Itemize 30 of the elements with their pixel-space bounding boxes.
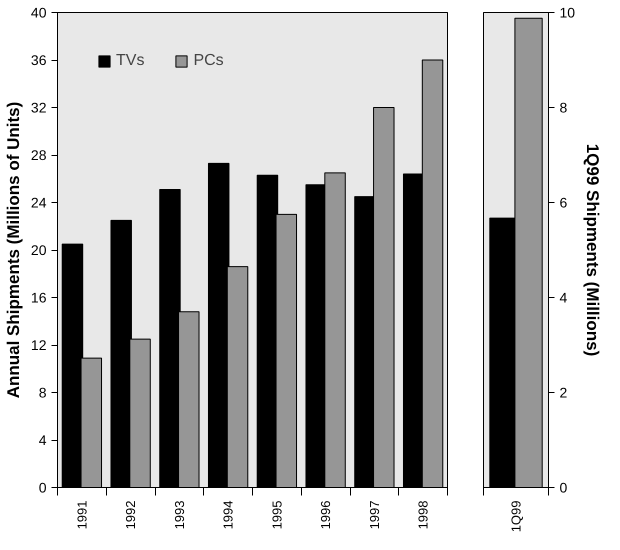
y-tick-label: 12 — [30, 337, 47, 353]
y-tick-label: 24 — [30, 194, 47, 210]
y-tick-label: 4 — [560, 290, 568, 306]
legend-label: TVs — [116, 52, 144, 70]
y-tick-label: 2 — [560, 384, 568, 400]
y-tick-label: 8 — [560, 100, 568, 116]
y-tick-label: 0 — [560, 480, 568, 496]
y-tick-label: 10 — [560, 4, 576, 20]
y-axis-title: 1Q99 Shipments (Millions) — [583, 144, 602, 356]
x-tick-label: 1992 — [123, 500, 138, 530]
legend-label: PCs — [193, 52, 224, 70]
x-tick-label: 1994 — [220, 500, 236, 530]
x-tick-label: 1991 — [74, 500, 90, 530]
y-tick-label: 40 — [30, 4, 47, 20]
y-tick-label: 36 — [30, 52, 47, 68]
y-tick-label: 6 — [560, 194, 568, 210]
y-tick-label: 28 — [30, 147, 47, 163]
y-tick-label: 4 — [38, 432, 47, 448]
x-tick-label: 1996 — [318, 500, 334, 530]
y-tick-label: 8 — [38, 384, 47, 400]
y-tick-label: 0 — [38, 480, 47, 496]
x-tick-label: 1997 — [366, 500, 382, 530]
y-tick-label: 32 — [30, 100, 47, 116]
x-tick-label: 1998 — [416, 500, 431, 530]
x-tick-label: 1Q99 — [508, 500, 524, 532]
x-tick-label: 1993 — [172, 500, 187, 530]
y-tick-label: 20 — [30, 242, 47, 258]
y-tick-label: 16 — [30, 290, 47, 306]
y-axis-title: Annual Shipments (Millions of Units) — [4, 102, 23, 398]
x-tick-label: 1995 — [269, 500, 284, 530]
